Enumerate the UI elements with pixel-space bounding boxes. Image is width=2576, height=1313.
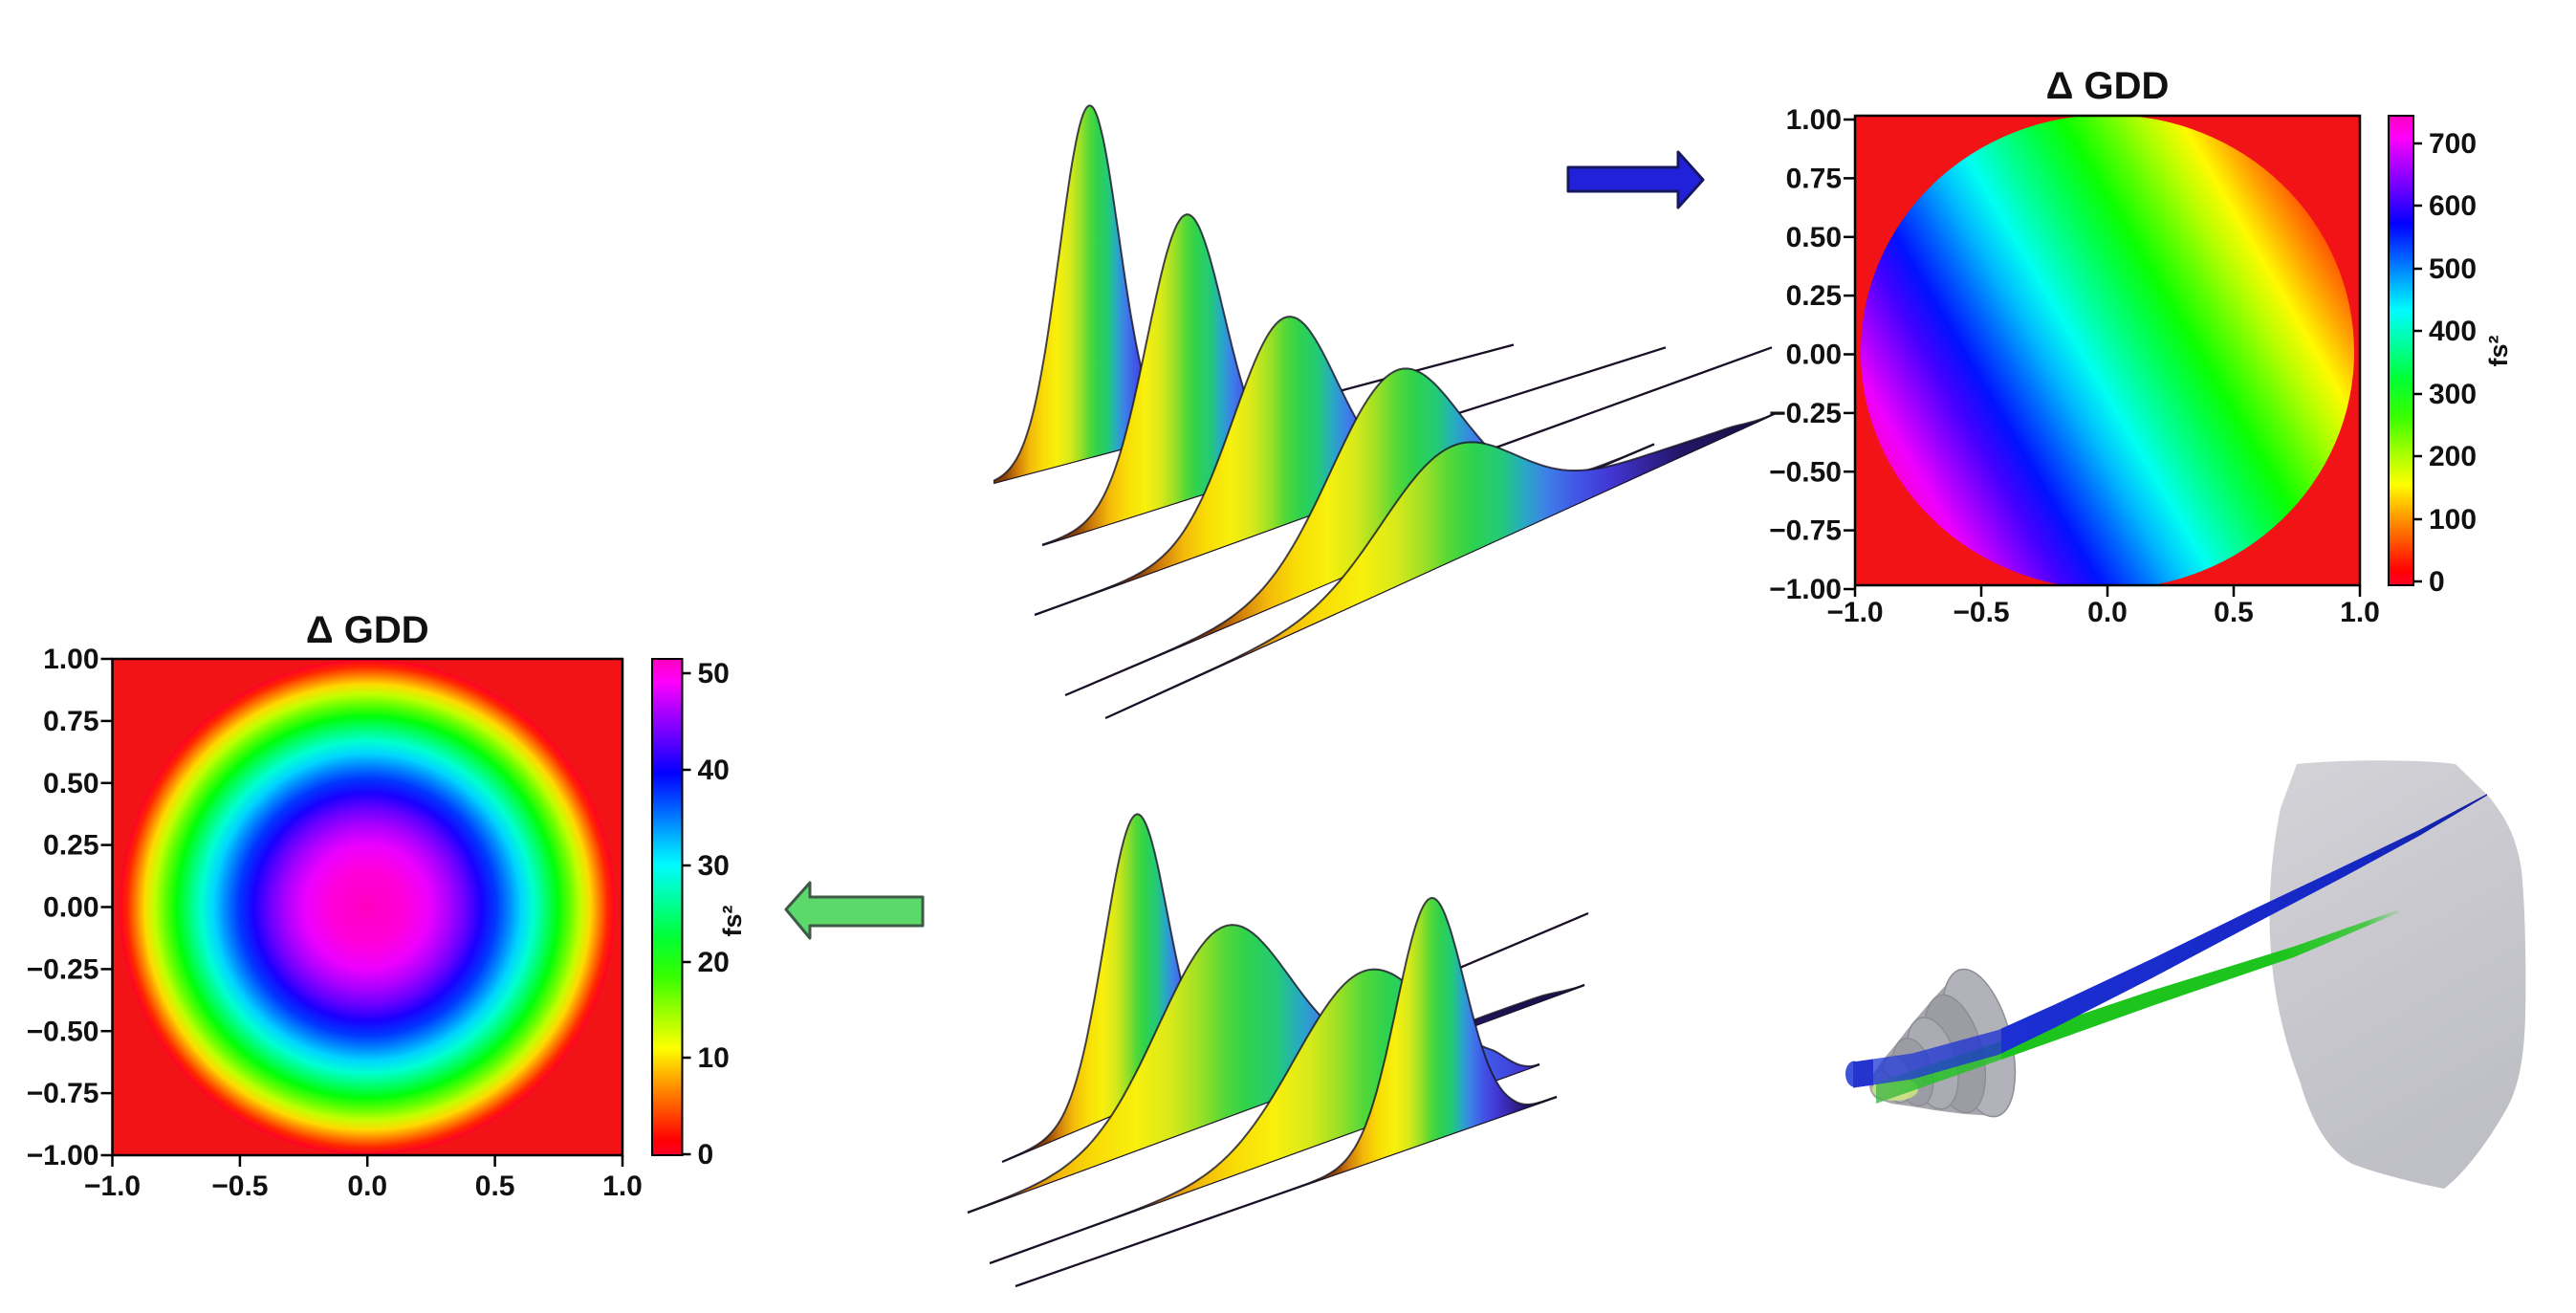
svg-text:0.50: 0.50 xyxy=(43,768,98,799)
svg-text:1.0: 1.0 xyxy=(2340,597,2380,628)
svg-text:0.0: 0.0 xyxy=(347,1171,387,1202)
svg-text:600: 600 xyxy=(2429,190,2477,222)
svg-text:20: 20 xyxy=(698,947,730,978)
svg-text:−0.50: −0.50 xyxy=(1769,456,1842,488)
svg-text:Δ GDD: Δ GDD xyxy=(306,609,429,651)
svg-text:0.00: 0.00 xyxy=(43,892,98,924)
svg-text:300: 300 xyxy=(2429,379,2477,410)
svg-text:−1.0: −1.0 xyxy=(1826,597,1883,628)
svg-text:0.5: 0.5 xyxy=(2214,597,2254,628)
svg-text:0.5: 0.5 xyxy=(475,1171,515,1202)
svg-text:−1.0: −1.0 xyxy=(84,1171,141,1202)
svg-text:400: 400 xyxy=(2429,316,2477,347)
svg-text:−1.00: −1.00 xyxy=(1769,574,1842,605)
svg-text:Δ GDD: Δ GDD xyxy=(2046,65,2170,107)
svg-text:0.00: 0.00 xyxy=(1786,339,1842,371)
svg-text:fs²: fs² xyxy=(718,905,747,936)
svg-text:0.50: 0.50 xyxy=(1786,222,1842,253)
svg-text:0: 0 xyxy=(698,1139,714,1171)
svg-text:1.00: 1.00 xyxy=(1786,104,1842,136)
svg-text:−0.25: −0.25 xyxy=(27,953,99,985)
svg-text:1.00: 1.00 xyxy=(43,644,98,675)
svg-text:−0.50: −0.50 xyxy=(27,1016,99,1047)
svg-text:1.0: 1.0 xyxy=(602,1171,643,1202)
svg-text:100: 100 xyxy=(2429,504,2477,536)
svg-text:fs²: fs² xyxy=(2484,335,2513,366)
svg-text:−0.25: −0.25 xyxy=(1769,398,1842,429)
svg-text:0.25: 0.25 xyxy=(1786,280,1842,312)
svg-text:30: 30 xyxy=(698,850,730,882)
svg-text:0.0: 0.0 xyxy=(2087,597,2128,628)
svg-text:500: 500 xyxy=(2429,253,2477,285)
svg-text:700: 700 xyxy=(2429,128,2477,160)
svg-text:−0.5: −0.5 xyxy=(211,1171,268,1202)
svg-text:0: 0 xyxy=(2429,566,2445,598)
svg-text:0.75: 0.75 xyxy=(43,706,98,737)
svg-text:50: 50 xyxy=(698,658,730,689)
svg-text:−1.00: −1.00 xyxy=(27,1140,99,1171)
svg-text:200: 200 xyxy=(2429,441,2477,472)
svg-text:0.75: 0.75 xyxy=(1786,163,1842,194)
svg-text:−0.75: −0.75 xyxy=(1769,515,1842,547)
svg-text:−0.75: −0.75 xyxy=(27,1078,99,1109)
svg-text:10: 10 xyxy=(698,1042,730,1074)
svg-text:40: 40 xyxy=(698,755,730,786)
svg-text:0.25: 0.25 xyxy=(43,830,98,862)
svg-text:−0.5: −0.5 xyxy=(1953,597,2009,628)
